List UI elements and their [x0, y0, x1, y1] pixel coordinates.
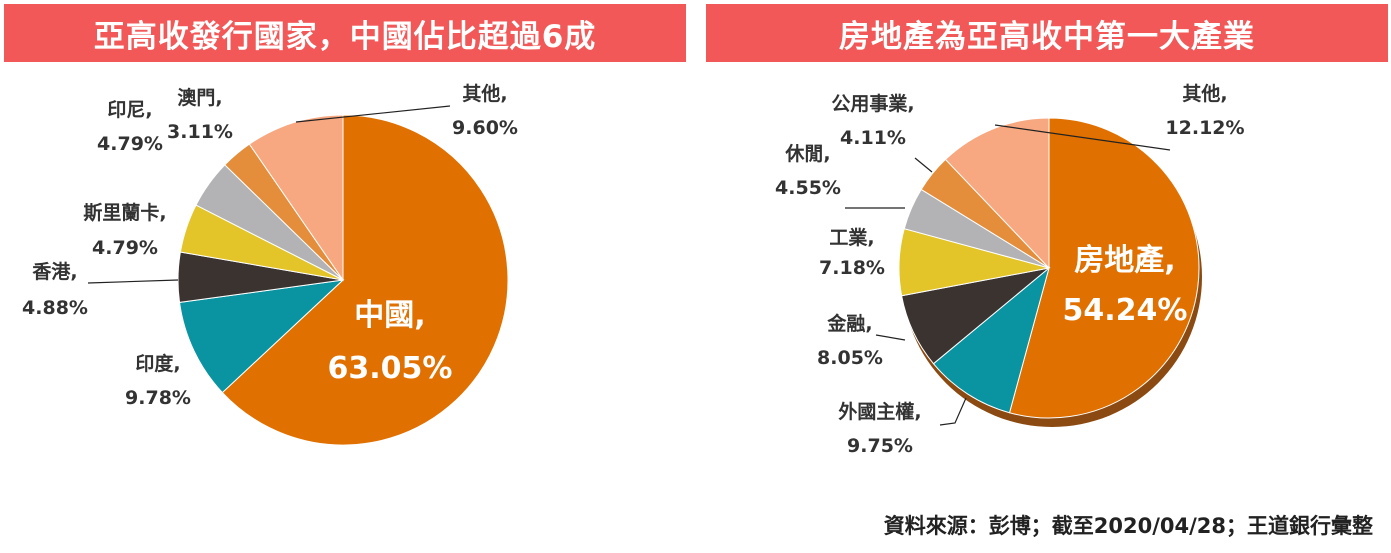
slice-name-label: 其他, — [1182, 82, 1227, 105]
slice-value-label: 7.18% — [819, 257, 885, 279]
source-note: 資料來源：彭博；截至2020/04/28；王道銀行彙整 — [883, 514, 1373, 538]
pie-slice-其他 — [944, 117, 1050, 270]
slice-name-label: 澳門, — [177, 86, 222, 109]
slice-name-label: 工業, — [829, 226, 874, 249]
slice-value-label: 4.55% — [775, 177, 841, 199]
slice-name-label: 外國主權, — [838, 400, 921, 423]
slice-value-label: 54.24% — [1063, 293, 1188, 328]
right-chart-title: 房地產為亞高收中第一大產業 — [706, 4, 1388, 62]
pie-chart-industries: 房地產, 54.24% 外國主權, 9.75% 金融, 8.05% 工業, 7.18% 休閒, 4… — [775, 82, 1245, 457]
slice-value-label: 9.60% — [452, 117, 518, 139]
slice-name-label: 休閒, — [784, 143, 830, 165]
slice-value-label: 4.88% — [22, 297, 88, 319]
slice-name-label: 印度, — [135, 352, 180, 375]
slice-value-label: 12.12% — [1165, 117, 1244, 139]
leader-line — [875, 334, 906, 341]
pie-slice-中國 — [221, 114, 509, 446]
slice-value-label: 4.11% — [840, 127, 906, 149]
pie-slice-其他 — [248, 114, 344, 282]
slice-name-label: 金融, — [826, 312, 872, 335]
slice-name-label: 香港, — [31, 261, 77, 283]
slice-value-label: 63.05% — [328, 351, 453, 386]
slice-name-label: 斯里蘭卡, — [83, 201, 166, 224]
slice-value-label: 9.78% — [125, 387, 191, 409]
pie-slice-外國主權 — [932, 266, 1050, 414]
slice-value-label: 4.79% — [92, 237, 158, 259]
leader-line — [939, 397, 967, 426]
slice-value-label: 9.75% — [847, 435, 913, 457]
leader-line — [994, 124, 1171, 151]
slice-name-label: 公用事業, — [831, 92, 914, 115]
leader-line — [87, 279, 179, 284]
slice-value-label: 8.05% — [817, 347, 883, 369]
leader-line — [295, 105, 451, 123]
slice-value-label: 3.11% — [167, 121, 233, 143]
slice-name-label: 中國, — [354, 298, 425, 333]
slice-name-label: 印尼, — [107, 99, 152, 121]
pie-slice-印度 — [178, 279, 345, 394]
pie-slice-房地產 — [1008, 117, 1200, 419]
slice-value-label: 4.79% — [97, 133, 163, 155]
left-chart-title: 亞高收發行國家，中國佔比超過6成 — [4, 4, 686, 62]
slice-name-label: 其他, — [462, 82, 507, 105]
slice-name-label: 房地產, — [1074, 243, 1175, 278]
leader-line — [914, 157, 933, 173]
pie-chart-countries: 中國, 63.05% 印度, 9.78% 香港, 4.88% 斯里蘭卡, 4.79% 印尼, 4.… — [22, 82, 518, 446]
